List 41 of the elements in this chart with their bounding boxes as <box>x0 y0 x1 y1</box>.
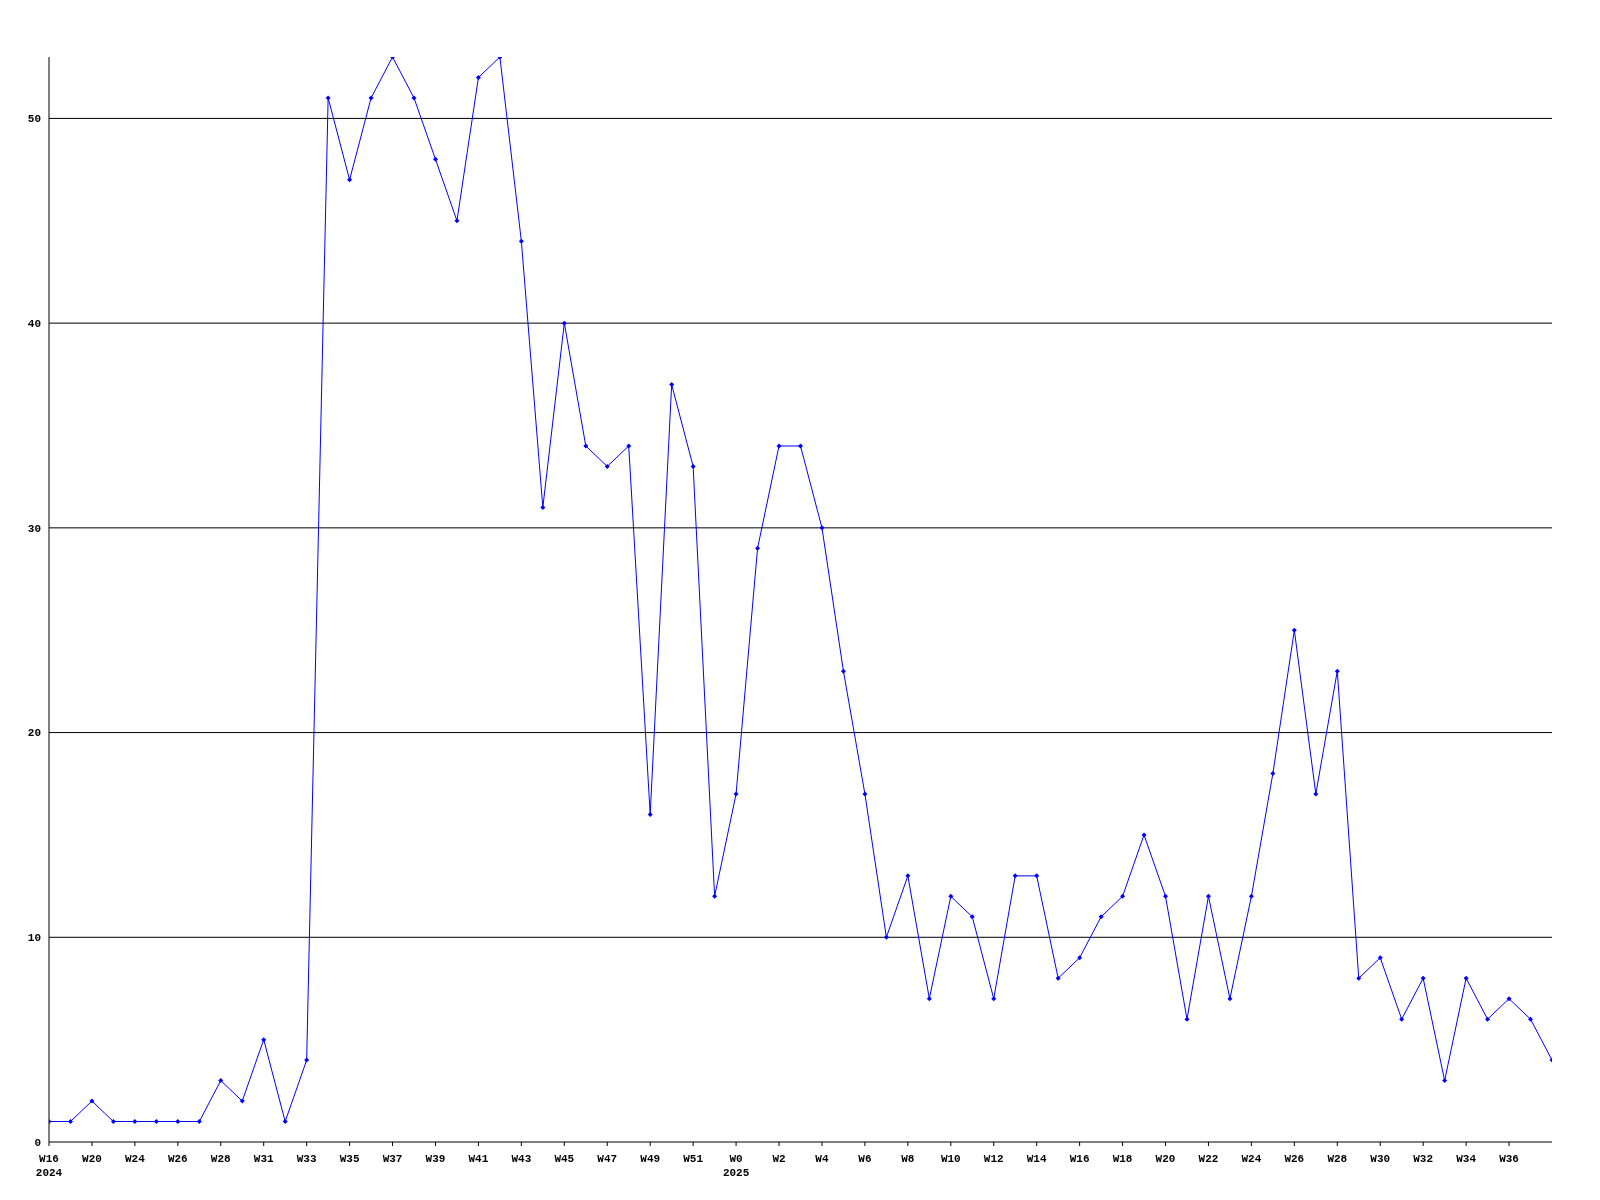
x-tick-label: W43 <box>511 1153 532 1165</box>
x-tick-label: W28 <box>1327 1153 1348 1165</box>
x-tick-label: W34 <box>1456 1153 1477 1165</box>
x-tick-label: W4 <box>815 1153 829 1165</box>
y-tick-label: 50 <box>27 113 41 126</box>
x-tick-label: W2 <box>772 1153 786 1165</box>
x-tick-label: W41 <box>468 1153 489 1165</box>
x-tick-label: W20 <box>82 1153 102 1165</box>
x-tick-label: W36 <box>1499 1153 1519 1165</box>
x-tick-label: W20 <box>1155 1153 1176 1165</box>
x-tick-label: W47 <box>597 1153 618 1165</box>
x-tick-label: W26 <box>1284 1153 1305 1165</box>
x-tick-label: W16 2024 <box>35 1153 63 1179</box>
x-tick-label: W49 <box>640 1153 661 1165</box>
x-tick-label: W31 <box>253 1153 275 1165</box>
x-tick-label: W45 <box>554 1153 575 1165</box>
x-tick-label: W22 <box>1198 1153 1219 1165</box>
x-tick-label: W10 <box>940 1153 961 1165</box>
x-tick-label: W14 <box>1026 1153 1047 1165</box>
x-tick-label: W8 <box>901 1153 915 1165</box>
x-tick-label: W12 <box>983 1153 1004 1165</box>
y-tick-label: 20 <box>27 727 41 740</box>
x-tick-label: W18 <box>1112 1153 1133 1165</box>
x-tick-label: W0 2025 <box>722 1153 750 1179</box>
y-tick-label: 0 <box>34 1136 41 1149</box>
x-tick-label: W26 <box>167 1153 188 1165</box>
y-tick-label: 30 <box>27 522 41 535</box>
x-tick-label: W16 <box>1069 1153 1090 1165</box>
x-tick-label: W37 <box>382 1153 403 1165</box>
x-tick-label: W33 <box>296 1153 317 1165</box>
x-tick-label: W24 <box>1241 1153 1262 1165</box>
x-tick-label: W51 <box>683 1153 704 1165</box>
y-tick-label: 10 <box>27 932 41 945</box>
x-tick-label: W28 <box>210 1153 232 1165</box>
x-tick-label: W39 <box>425 1153 446 1165</box>
x-tick-label: W6 <box>858 1153 872 1165</box>
x-tick-label: W35 <box>339 1153 360 1165</box>
x-tick-label: W24 <box>124 1153 146 1165</box>
x-tick-label: W30 <box>1370 1153 1391 1165</box>
y-tick-label: 40 <box>27 318 41 331</box>
x-tick-label: W32 <box>1413 1153 1434 1165</box>
